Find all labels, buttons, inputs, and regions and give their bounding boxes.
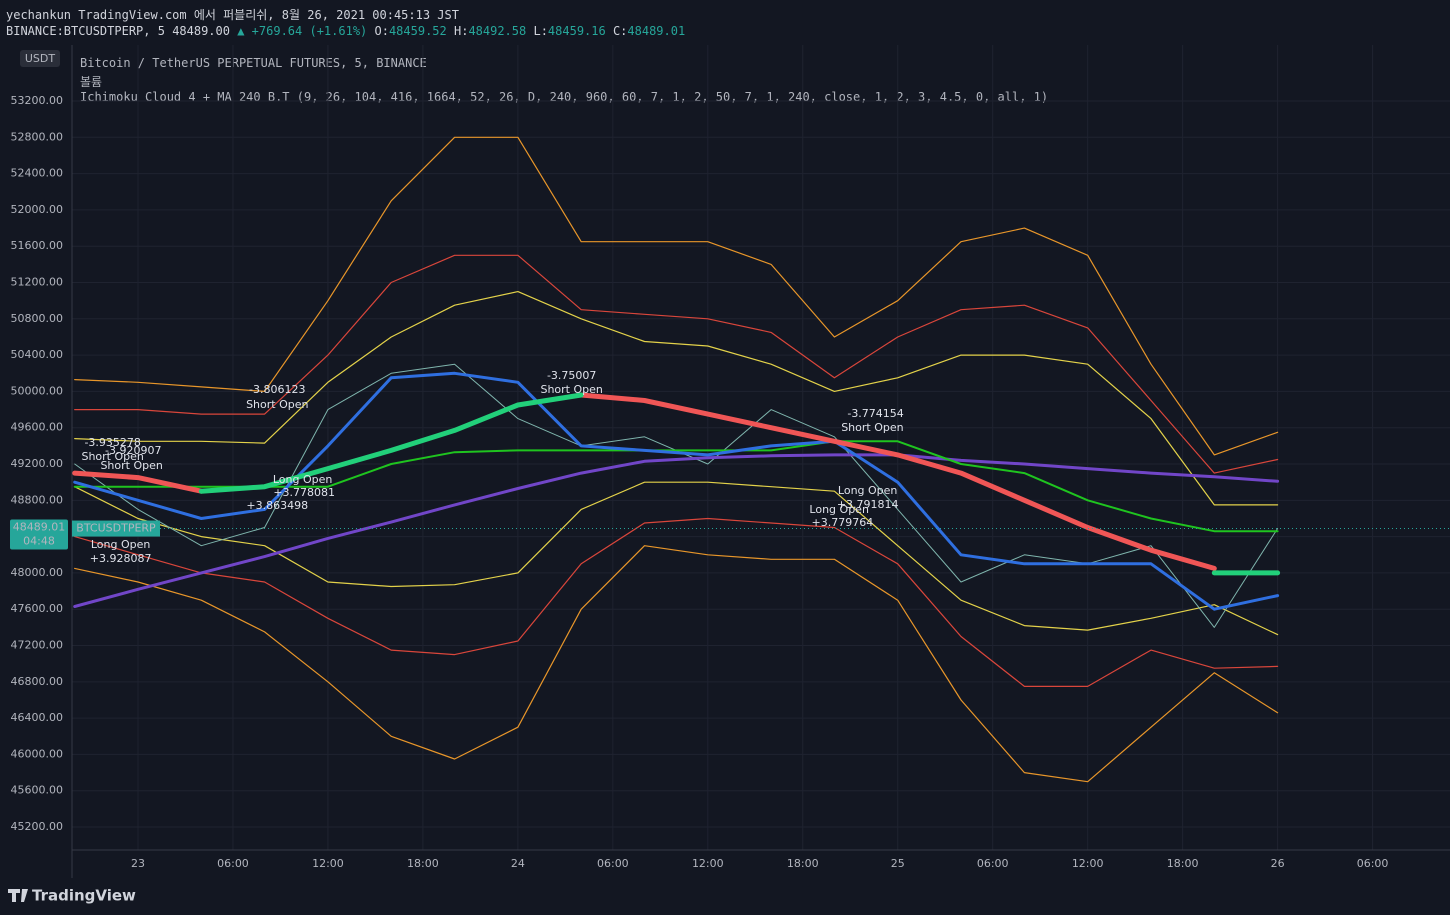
trade-annotation: Short Open — [81, 450, 143, 463]
x-tick-label: 12:00 — [692, 857, 724, 870]
ohlc-label: L: — [533, 24, 548, 38]
y-tick-label: 46400.00 — [11, 711, 64, 724]
series-line — [73, 371, 1280, 611]
trade-annotation: -3.920907 — [105, 444, 161, 457]
x-axis-bg — [0, 850, 1450, 878]
trade-annotation: +3.928087 — [90, 552, 152, 565]
trade-annotation: Long Open — [91, 538, 151, 551]
change: ▲ +769.64 (+1.61%) — [237, 24, 368, 38]
y-tick-label: 50000.00 — [11, 384, 64, 397]
trade-annotation: -3.774154 — [847, 407, 903, 420]
ohlc-label: O: — [374, 24, 389, 38]
y-tick-label: 48000.00 — [11, 566, 64, 579]
x-tick-label: 26 — [1271, 857, 1285, 870]
y-tick-label: 50400.00 — [11, 348, 64, 361]
series-line — [74, 545, 1279, 783]
symbol: BINANCE:BTCUSDTPERP, 5 — [6, 24, 165, 38]
y-tick-label: 48800.00 — [11, 493, 64, 506]
countdown: 04:48 — [23, 535, 55, 548]
series-line — [74, 291, 1279, 506]
y-tick-label: 50800.00 — [11, 312, 64, 325]
trade-annotation: +3.791814 — [837, 498, 899, 511]
series-line — [74, 517, 1279, 687]
ohlc-label: C: — [612, 24, 628, 38]
trade-annotation: Short Open — [246, 398, 308, 411]
y-tick-label: 45200.00 — [11, 820, 64, 833]
series-line — [73, 453, 1280, 608]
trade-annotation: Long Open — [838, 484, 898, 497]
y-tick-label: 46000.00 — [11, 747, 64, 760]
trade-annotation: +3.778081 — [273, 486, 335, 499]
trade-annotation: +3.779764 — [811, 516, 873, 529]
x-tick-label: 06:00 — [977, 857, 1009, 870]
trade-annotation: +3.863498 — [246, 499, 308, 512]
ohlc-value: 48459.16 — [547, 24, 606, 38]
trade-annotation: -3.75007 — [547, 369, 596, 382]
series-line — [74, 136, 1279, 456]
series-line — [72, 392, 1217, 571]
price: 48489.00 — [172, 24, 230, 38]
x-tick-label: 25 — [891, 857, 905, 870]
ohlc: O:48459.52 H:48492.58 L:48459.16 C:48489… — [375, 24, 686, 38]
legend-line: 볼륨 — [80, 75, 103, 89]
x-tick-label: 18:00 — [787, 857, 819, 870]
ohlc-value: 48489.01 — [627, 24, 686, 38]
x-tick-label: 12:00 — [1072, 857, 1104, 870]
ohlc-label: H: — [453, 24, 469, 38]
legend-line: Bitcoin / TetherUS PERPETUAL FUTURES, 5,… — [80, 56, 427, 70]
x-tick-label: 23 — [131, 857, 145, 870]
y-tick-label: 49200.00 — [11, 457, 64, 470]
trade-annotation: Long Open — [273, 473, 333, 486]
x-tick-label: 24 — [511, 857, 525, 870]
trade-annotation: Long Open — [809, 503, 869, 516]
trade-annotation: Short Open — [841, 421, 903, 434]
currency-badge — [20, 50, 60, 67]
y-tick-label: 47600.00 — [11, 602, 64, 615]
series-line — [198, 392, 1281, 576]
ohlc-value: 48492.58 — [468, 24, 527, 38]
trade-annotation: Short Open — [100, 459, 162, 472]
published: yechankun TradingView.com 에서 퍼블리쉬, 8월 26… — [6, 8, 459, 22]
x-tick-label: 18:00 — [407, 857, 439, 870]
y-tick-label: 52000.00 — [11, 203, 64, 216]
x-tick-label: 18:00 — [1167, 857, 1199, 870]
symbol-line: BINANCE:BTCUSDTPERP, 5 48489.00 ▲ +769.6… — [6, 24, 685, 38]
symbol-tag-text: BTCUSDTPERP — [76, 522, 156, 535]
y-tick-label: 51600.00 — [11, 239, 64, 252]
y-tick-label: 52800.00 — [11, 130, 64, 143]
ohlc-value: 48459.52 — [388, 24, 447, 38]
y-tick-label: 45600.00 — [11, 784, 64, 797]
y-tick-label: 46800.00 — [11, 675, 64, 688]
price-badge — [10, 519, 68, 550]
symbol-tag — [72, 520, 160, 537]
x-tick-label: 06:00 — [217, 857, 249, 870]
trade-annotation: -3.806123 — [249, 383, 305, 396]
y-tick-label: 52400.00 — [11, 167, 64, 180]
y-tick-label: 53200.00 — [11, 94, 64, 107]
series-line — [74, 481, 1279, 636]
currency: USDT — [25, 52, 56, 65]
x-tick-label: 06:00 — [1357, 857, 1389, 870]
trade-annotation: Short Open — [540, 383, 602, 396]
last-price: 48489.01 — [13, 521, 66, 534]
y-tick-label: 47200.00 — [11, 639, 64, 652]
y-tick-label: 49600.00 — [11, 421, 64, 434]
x-tick-label: 12:00 — [312, 857, 344, 870]
logo: TradingView — [32, 887, 136, 905]
trade-annotation: -3.935278 — [84, 436, 140, 449]
x-tick-label: 06:00 — [597, 857, 629, 870]
logo-icon — [8, 889, 28, 902]
series-line — [74, 254, 1279, 474]
series-line — [73, 440, 1279, 533]
y-tick-label: 51200.00 — [11, 276, 64, 289]
